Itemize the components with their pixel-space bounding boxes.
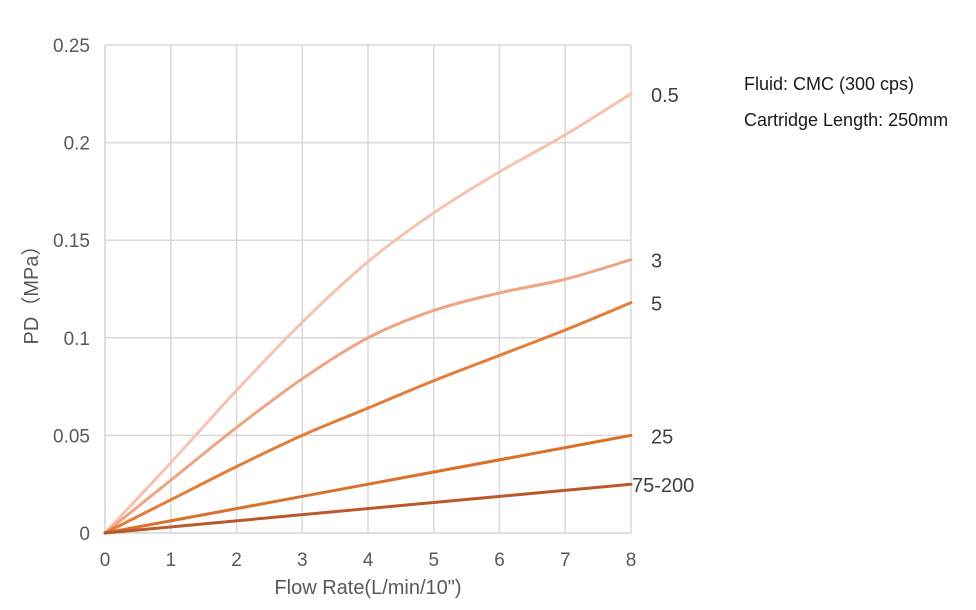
x-tick-label: 4: [363, 550, 374, 571]
cartridge-length-note: Cartridge Length: 250mm: [744, 110, 949, 130]
series-label: 5: [651, 294, 662, 316]
y-tick-label: 0.2: [64, 134, 90, 155]
x-tick-label: 5: [428, 550, 439, 571]
series-line-25: [103, 433, 633, 535]
fluid-note: Fluid: CMC (300 cps): [744, 74, 915, 94]
series-label: 0.5: [651, 85, 679, 107]
series-lines: [103, 92, 633, 535]
series-line-5: [103, 301, 633, 535]
x-tick-label: 7: [560, 550, 571, 571]
x-axis-title: Flow Rate(L/min/10"): [274, 577, 461, 599]
y-tick-label: 0.05: [53, 426, 90, 447]
y-axis-title: PD（MPa）: [20, 236, 43, 345]
series-line-75-200: [103, 482, 633, 535]
x-tick-label: 6: [494, 550, 505, 571]
series-labels: 0.5 3 5 25 75-200: [632, 85, 694, 497]
series-line-0-5: [103, 92, 633, 535]
chart-notes: Fluid: CMC (300 cps) Cartridge Length: 2…: [744, 66, 948, 138]
y-tick-label: 0.25: [53, 36, 90, 57]
x-tick-label: 0: [100, 550, 111, 571]
y-tick-label: 0.15: [53, 231, 90, 252]
series-label: 75-200: [632, 475, 694, 497]
x-tick-label: 2: [231, 550, 242, 571]
x-tick-label: 1: [165, 550, 176, 571]
x-axis-ticks: 0 1 2 3 4 5 6 7 8: [100, 550, 637, 571]
y-tick-label: 0.1: [64, 329, 90, 350]
x-tick-label: 3: [297, 550, 308, 571]
grid-lines: [104, 44, 632, 534]
series-label: 25: [651, 426, 673, 448]
x-tick-label: 8: [626, 550, 637, 571]
series-label: 3: [651, 251, 662, 273]
series-line-3: [103, 258, 633, 535]
y-axis-ticks: 0 0.05 0.1 0.15 0.2 0.25: [53, 36, 90, 545]
y-tick-label: 0: [79, 524, 90, 545]
